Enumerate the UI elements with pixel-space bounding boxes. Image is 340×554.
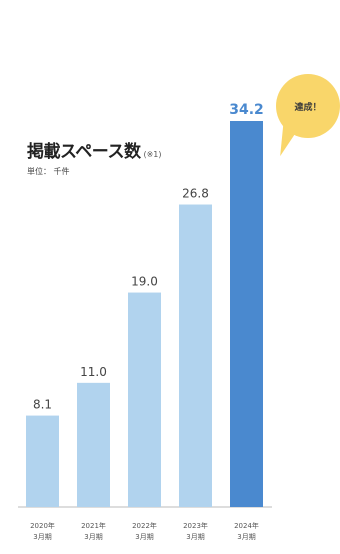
x-tick-label-0-line-0: 2020年 [30,521,55,530]
data-label-4: 34.2 [229,102,264,118]
x-tick-label-1-line-1: 3月期 [84,533,102,541]
achievement-badge-text: 達成！ [294,102,322,113]
x-tick-label-4-line-1: 3月期 [237,533,255,541]
achievement-speech-bubble [276,74,340,138]
bar-2 [128,292,161,507]
x-tick-label-1-line-0: 2021年 [81,521,106,530]
x-tick-label-3-line-0: 2023年 [183,521,208,530]
chart-title: 掲載スペース数 (※1) [27,137,162,162]
data-label-3: 26.8 [182,187,209,201]
bar-1 [77,382,110,507]
data-label-0: 8.1 [33,398,52,412]
x-tick-label-2-line-0: 2022年 [132,521,157,530]
data-label-2: 19.0 [131,275,158,289]
unit-label: 単位： 千件 [27,167,70,176]
bar-0 [26,415,59,507]
chart-title-text: 掲載スペース数 [27,142,141,162]
x-tick-label-4-line-0: 2024年 [234,521,259,530]
x-tick-label-3-line-1: 3月期 [186,533,204,541]
chart-title-note: (※1) [143,150,162,159]
x-tick-label-2-line-1: 3月期 [135,533,153,541]
x-tick-label-0-line-1: 3月期 [33,533,51,541]
data-label-1: 11.0 [80,365,107,379]
bar-4 [230,121,263,507]
bar-3 [179,204,212,508]
